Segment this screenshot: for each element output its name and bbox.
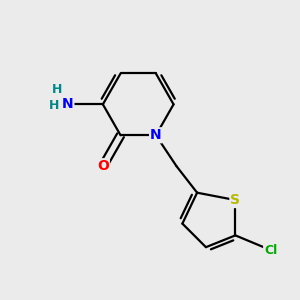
Text: S: S — [230, 193, 240, 207]
Text: N: N — [62, 98, 74, 111]
Text: O: O — [97, 159, 109, 173]
Text: H: H — [49, 99, 59, 112]
Text: H: H — [52, 83, 62, 96]
Text: Cl: Cl — [264, 244, 277, 256]
Text: N: N — [150, 128, 162, 142]
